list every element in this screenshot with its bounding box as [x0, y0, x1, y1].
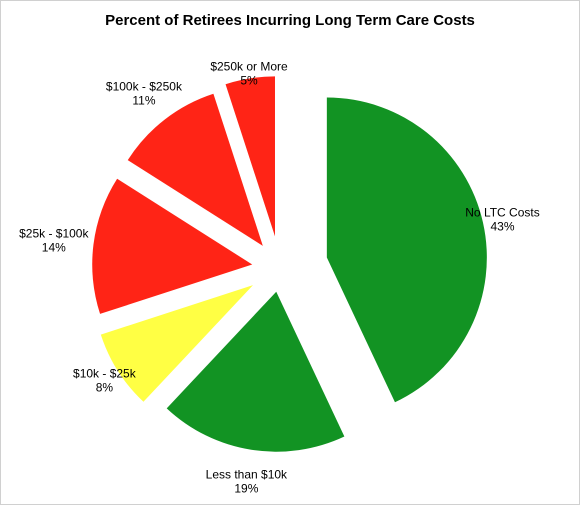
pie-slices	[92, 76, 487, 452]
slice-percent-label: 19%	[234, 481, 258, 495]
slice-percent-label: 14%	[42, 240, 66, 254]
slice-category-label: $10k - $25k	[73, 366, 137, 380]
slice-category-label: Less than $10k	[206, 467, 288, 481]
pie-slice-100k-250k	[127, 93, 263, 246]
slice-category-label: $250k or More	[210, 59, 288, 73]
slice-category-label: $100k - $250k	[106, 80, 183, 94]
slice-label-100k-250k: $100k - $250k 11%	[106, 80, 183, 108]
slice-percent-label: 8%	[96, 380, 114, 394]
chart-title: Percent of Retirees Incurring Long Term …	[105, 12, 475, 29]
slice-percent-label: 11%	[132, 94, 155, 108]
slice-category-label: No LTC Costs	[465, 205, 539, 219]
slice-labels: No LTC Costs 43% Less than $10k 19% $10k - $…	[19, 59, 540, 495]
pie-slice-250k-or-more	[225, 76, 275, 237]
slice-percent-label: 43%	[490, 219, 514, 233]
slice-label-250k-or-more: $250k or More 5%	[210, 59, 288, 87]
pie-slice-no-ltc-costs	[326, 97, 487, 403]
slice-label-10k-25k: $10k - $25k 8%	[73, 366, 137, 394]
pie-slice-less-than-10k	[166, 291, 345, 452]
slice-label-no-ltc-costs: No LTC Costs 43%	[465, 205, 539, 233]
slice-label-25k-100k: $25k - $100k 14%	[19, 226, 89, 254]
slice-percent-label: 5%	[240, 73, 258, 87]
slice-category-label: $25k - $100k	[19, 226, 89, 240]
pie-slice-10k-25k	[100, 285, 253, 402]
slice-label-less-than-10k: Less than $10k 19%	[206, 467, 288, 495]
pie-slice-25k-100k	[92, 178, 253, 314]
